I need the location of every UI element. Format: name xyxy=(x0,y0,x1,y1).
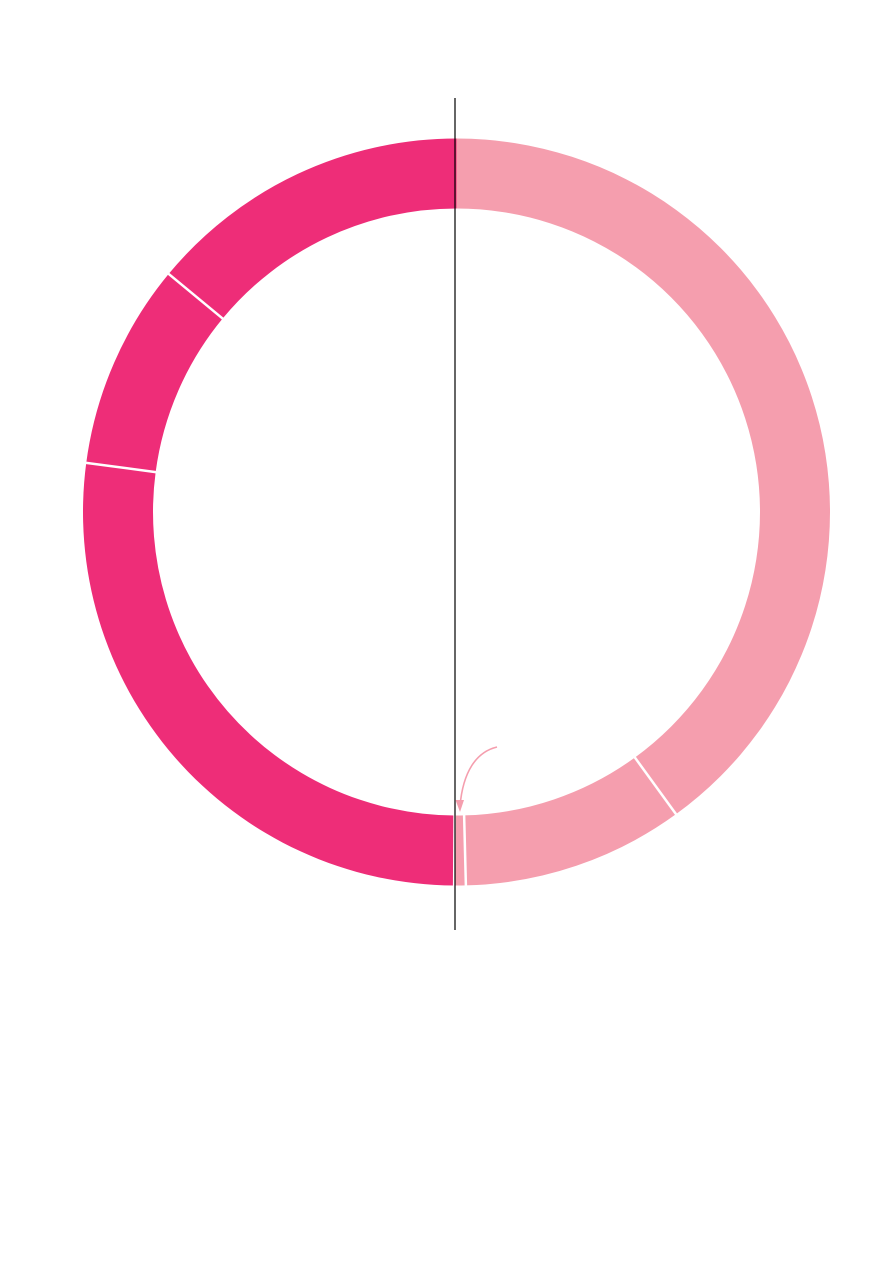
callout-arrow xyxy=(459,746,498,807)
segment-separator xyxy=(167,272,225,321)
segment-separator xyxy=(85,461,157,474)
segment-separator xyxy=(633,755,678,816)
segment-separator xyxy=(462,814,468,887)
donut-segment-6 xyxy=(168,138,457,319)
donut-segment-2 xyxy=(464,757,677,886)
donut-segment-3 xyxy=(454,815,466,886)
donut-segments xyxy=(82,138,830,886)
donut-segment-5 xyxy=(86,273,223,473)
callout-arrowhead-icon xyxy=(455,800,464,812)
donut-segment-1 xyxy=(456,138,830,815)
donut-segment-4 xyxy=(82,462,455,886)
